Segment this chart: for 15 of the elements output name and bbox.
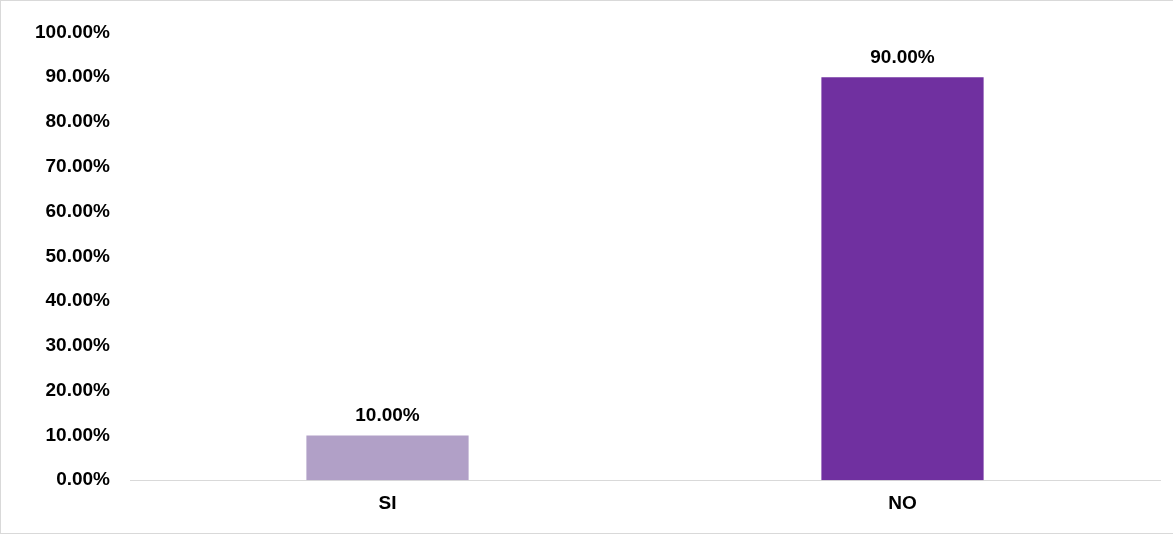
y-tick-label: 80.00% xyxy=(45,110,111,132)
y-tick-label: 40.00% xyxy=(45,289,111,311)
data-label: 10.00% xyxy=(355,404,420,426)
x-tick-label: SI xyxy=(378,491,397,513)
y-tick-label: 0.00% xyxy=(56,468,111,490)
y-tick-label: 70.00% xyxy=(45,154,111,176)
y-tick-label: 10.00% xyxy=(45,423,111,445)
y-tick-label: 90.00% xyxy=(45,65,111,87)
data-label: 90.00% xyxy=(870,45,935,67)
y-tick-label: 100.00% xyxy=(34,20,111,42)
y-tick-label: 50.00% xyxy=(45,244,111,266)
y-tick-label: 60.00% xyxy=(45,199,111,221)
y-tick-label: 30.00% xyxy=(45,334,111,356)
x-tick-label: NO xyxy=(888,491,917,513)
y-tick-label: 20.00% xyxy=(45,378,111,400)
